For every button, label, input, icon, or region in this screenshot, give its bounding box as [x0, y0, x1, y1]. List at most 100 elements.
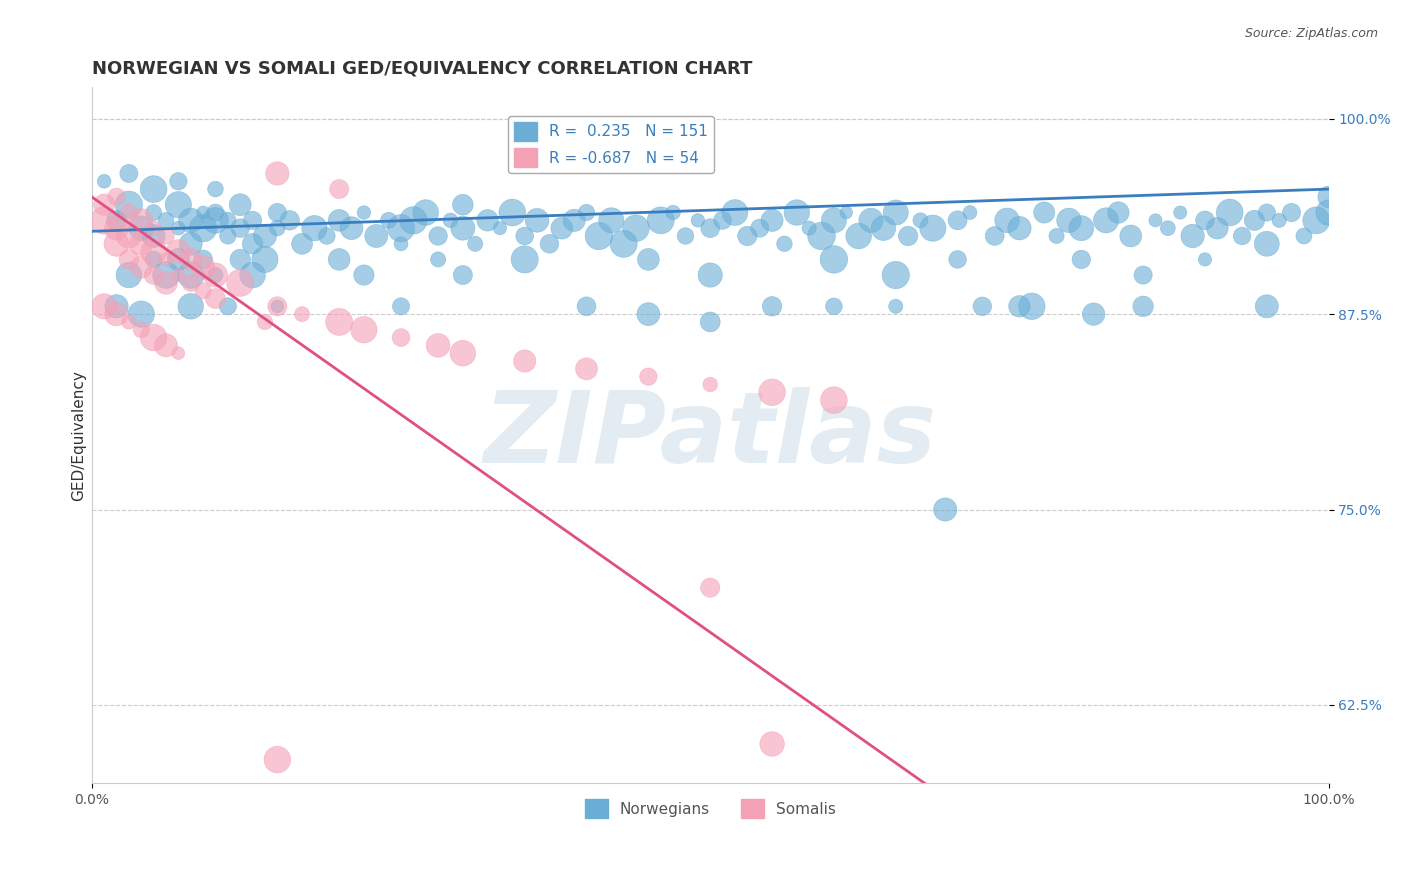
- Point: [823, 252, 845, 267]
- Point: [699, 377, 721, 392]
- Point: [328, 182, 350, 196]
- Point: [142, 268, 165, 282]
- Point: [105, 307, 128, 321]
- Text: NORWEGIAN VS SOMALI GED/EQUIVALENCY CORRELATION CHART: NORWEGIAN VS SOMALI GED/EQUIVALENCY CORR…: [91, 60, 752, 78]
- Point: [613, 236, 636, 251]
- Point: [513, 354, 536, 368]
- Point: [972, 299, 994, 313]
- Point: [353, 205, 375, 219]
- Point: [167, 252, 190, 267]
- Point: [588, 229, 610, 244]
- Point: [217, 299, 239, 313]
- Point: [1008, 221, 1031, 235]
- Point: [377, 213, 399, 227]
- Point: [946, 213, 969, 227]
- Point: [823, 393, 845, 408]
- Point: [761, 385, 783, 400]
- Point: [266, 205, 288, 219]
- Point: [191, 221, 214, 235]
- Point: [1243, 213, 1265, 227]
- Point: [1045, 229, 1067, 244]
- Point: [118, 268, 141, 282]
- Point: [242, 213, 264, 227]
- Point: [167, 221, 190, 235]
- Point: [118, 198, 141, 212]
- Point: [142, 330, 165, 344]
- Point: [1168, 205, 1191, 219]
- Point: [799, 221, 821, 235]
- Point: [575, 205, 598, 219]
- Point: [699, 268, 721, 282]
- Point: [427, 252, 450, 267]
- Point: [315, 229, 337, 244]
- Point: [191, 260, 214, 275]
- Point: [129, 213, 152, 227]
- Point: [1157, 221, 1180, 235]
- Point: [1292, 229, 1315, 244]
- Point: [1317, 205, 1340, 219]
- Point: [959, 205, 981, 219]
- Point: [93, 174, 115, 188]
- Point: [167, 268, 190, 282]
- Point: [328, 252, 350, 267]
- Point: [142, 205, 165, 219]
- Point: [451, 198, 474, 212]
- Point: [1268, 213, 1291, 227]
- Point: [835, 205, 858, 219]
- Point: [1256, 205, 1278, 219]
- Point: [191, 205, 214, 219]
- Point: [675, 229, 697, 244]
- Point: [217, 229, 239, 244]
- Point: [910, 213, 932, 227]
- Point: [155, 213, 177, 227]
- Point: [1057, 213, 1080, 227]
- Point: [204, 213, 226, 227]
- Point: [1107, 205, 1129, 219]
- Point: [167, 244, 190, 259]
- Point: [155, 276, 177, 290]
- Point: [266, 299, 288, 313]
- Point: [229, 276, 252, 290]
- Point: [266, 221, 288, 235]
- Point: [575, 361, 598, 376]
- Point: [340, 221, 363, 235]
- Point: [562, 213, 585, 227]
- Point: [513, 229, 536, 244]
- Point: [389, 221, 412, 235]
- Point: [118, 205, 141, 219]
- Point: [266, 299, 288, 313]
- Point: [1305, 213, 1327, 227]
- Point: [142, 229, 165, 244]
- Point: [761, 737, 783, 751]
- Point: [217, 213, 239, 227]
- Point: [1095, 213, 1118, 227]
- Point: [872, 221, 894, 235]
- Point: [93, 198, 115, 212]
- Point: [823, 213, 845, 227]
- Point: [389, 330, 412, 344]
- Point: [129, 323, 152, 337]
- Point: [600, 213, 623, 227]
- Point: [353, 323, 375, 337]
- Point: [105, 213, 128, 227]
- Point: [389, 236, 412, 251]
- Point: [105, 221, 128, 235]
- Point: [229, 252, 252, 267]
- Point: [253, 315, 276, 329]
- Point: [575, 299, 598, 313]
- Point: [748, 221, 770, 235]
- Point: [761, 299, 783, 313]
- Point: [637, 307, 659, 321]
- Point: [773, 236, 796, 251]
- Text: ZIPatlas: ZIPatlas: [484, 387, 936, 483]
- Point: [1021, 299, 1043, 313]
- Point: [129, 236, 152, 251]
- Point: [1119, 229, 1142, 244]
- Point: [737, 229, 759, 244]
- Point: [142, 244, 165, 259]
- Point: [155, 338, 177, 352]
- Point: [204, 182, 226, 196]
- Point: [167, 174, 190, 188]
- Point: [129, 307, 152, 321]
- Point: [129, 260, 152, 275]
